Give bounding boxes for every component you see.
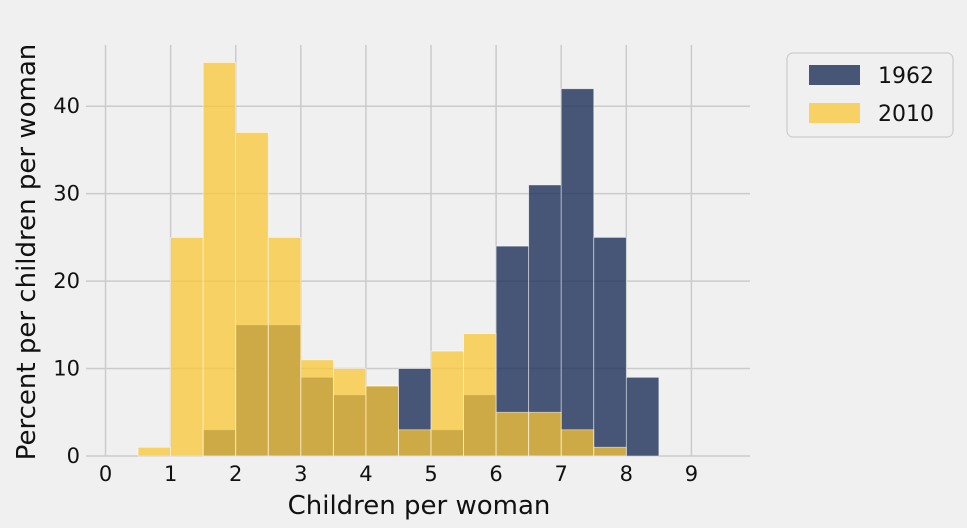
bar-2010-bin-9 <box>430 350 464 457</box>
legend: 1962 2010 <box>786 52 954 138</box>
x-tick-label: 4 <box>359 462 372 486</box>
x-tick-label: 8 <box>620 462 633 486</box>
bar-1962-bin-14 <box>593 236 627 457</box>
bar-2010-bin-10 <box>463 333 497 457</box>
y-axis-label: Percent per children per woman <box>12 44 42 461</box>
x-tick-label: 3 <box>294 462 307 486</box>
legend-label-1962: 1962 <box>878 64 934 89</box>
x-tick-label: 6 <box>489 462 502 486</box>
bar-2010-bin-3 <box>235 132 269 457</box>
bar-2010-bin-7 <box>365 385 399 457</box>
legend-label-2010: 2010 <box>878 102 934 127</box>
bar-2010-bin-14 <box>593 446 627 457</box>
bar-2010-bin-5 <box>300 359 334 457</box>
y-tick-label: 0 <box>67 444 80 468</box>
bars <box>137 62 660 457</box>
x-tick-label: 1 <box>164 462 177 486</box>
bar-1962-bin-12 <box>528 184 562 457</box>
x-tick-label: 9 <box>685 462 698 486</box>
bar-2010-bin-11 <box>495 411 530 457</box>
bar-2010-bin-8 <box>398 429 432 457</box>
bar-1962-bin-13 <box>560 88 595 457</box>
y-tick-label: 10 <box>53 357 80 381</box>
x-tick-label: 5 <box>424 462 437 486</box>
bar-2010-bin-6 <box>332 368 367 457</box>
y-tick-label: 30 <box>53 182 80 206</box>
x-axis-label: Children per woman <box>288 491 551 521</box>
bar-2010-bin-2 <box>202 62 237 457</box>
x-tick-label: 0 <box>99 462 112 486</box>
bar-2010-bin-0 <box>137 446 172 457</box>
bar-1962-bin-15 <box>625 376 660 457</box>
legend-swatch-2010 <box>809 103 860 123</box>
legend-swatch-1962 <box>809 65 860 85</box>
bar-2010-bin-12 <box>528 411 562 457</box>
tick-labels: 0 1 2 3 4 5 6 7 8 9 0 10 20 30 40 <box>53 94 698 486</box>
bar-2010-bin-13 <box>560 429 595 457</box>
x-tick-label: 2 <box>229 462 242 486</box>
y-tick-label: 40 <box>53 94 80 118</box>
x-tick-label: 7 <box>555 462 568 486</box>
bar-2010-bin-4 <box>267 236 302 457</box>
bar-2010-bin-1 <box>170 236 204 457</box>
y-tick-label: 20 <box>53 269 80 293</box>
